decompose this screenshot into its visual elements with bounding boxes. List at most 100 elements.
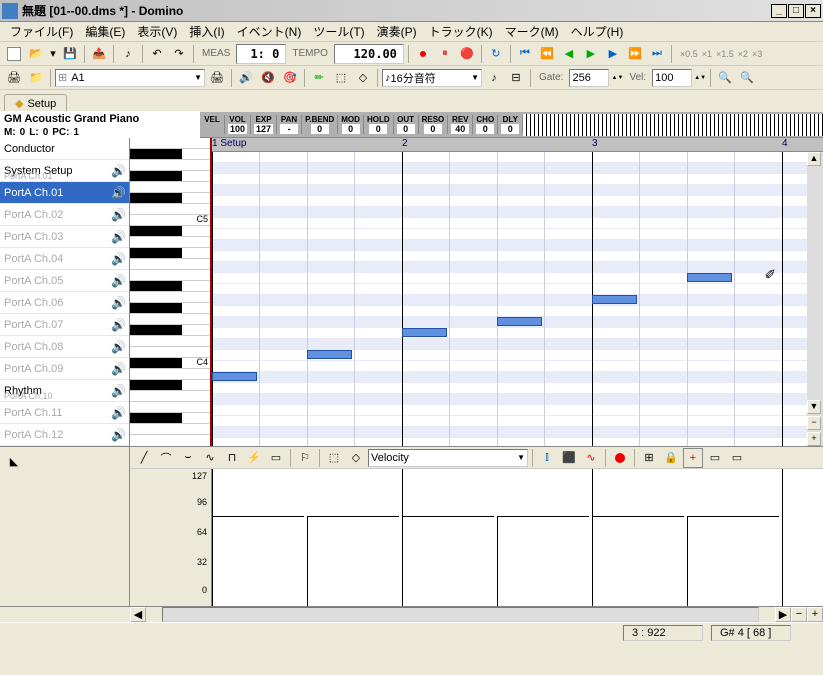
box1-button[interactable]: ▭	[705, 448, 725, 468]
track-item[interactable]: System SetupPortA Ch.01🔊	[0, 160, 129, 182]
marker-button[interactable]: ⊞	[639, 448, 659, 468]
speaker-icon[interactable]: 🔊	[111, 252, 125, 266]
speaker-icon[interactable]: 🔊	[111, 428, 125, 442]
tab-setup[interactable]: ◆ Setup	[4, 94, 67, 112]
plus-button[interactable]: +	[683, 448, 703, 468]
zoom-option[interactable]: ×3	[752, 49, 762, 59]
menu-item[interactable]: マーク(M)	[499, 21, 565, 42]
velocity-bar[interactable]	[592, 516, 684, 606]
track-item[interactable]: PortA Ch.05🔊	[0, 270, 129, 292]
prev-button[interactable]: ◀	[559, 44, 579, 64]
menu-item[interactable]: イベント(N)	[231, 21, 308, 42]
piano-key[interactable]	[130, 325, 210, 336]
zoom-option[interactable]: ×1	[702, 49, 712, 59]
piano-key[interactable]	[130, 380, 210, 391]
speaker-icon[interactable]: 🔊	[111, 274, 125, 288]
speaker-button[interactable]: 🔊	[236, 68, 256, 88]
track-item[interactable]: PortA Ch.03🔊	[0, 226, 129, 248]
time-ruler[interactable]: 1 Setup234	[212, 138, 823, 152]
close-button[interactable]: ×	[805, 4, 821, 18]
piano-key[interactable]	[130, 259, 210, 270]
track-item[interactable]: PortA Ch.04🔊	[0, 248, 129, 270]
vel-spin[interactable]: ▲▼	[694, 68, 706, 88]
piano-key[interactable]	[130, 171, 210, 182]
track-item[interactable]: PortA Ch.09🔊	[0, 358, 129, 380]
speaker-icon[interactable]: 🔊	[111, 384, 125, 398]
piano-key[interactable]	[130, 182, 210, 193]
menu-item[interactable]: 挿入(I)	[183, 21, 230, 42]
print-button[interactable]: 🖨	[4, 68, 24, 88]
track-item[interactable]: PortA Ch.12🔊	[0, 424, 129, 446]
piano-key[interactable]: C4	[130, 358, 210, 369]
zoom-option[interactable]: ×2	[738, 49, 748, 59]
midi-note[interactable]	[592, 295, 637, 304]
track-item[interactable]: PortA Ch.01🔊	[0, 182, 129, 204]
speaker-icon[interactable]: 🔊	[111, 318, 125, 332]
speaker-icon[interactable]: 🔊	[111, 340, 125, 354]
menu-item[interactable]: 編集(E)	[79, 21, 131, 42]
velocity-collapse-icon[interactable]: ◣	[4, 451, 24, 471]
redo-button[interactable]: ↷	[169, 44, 189, 64]
erase2-tool[interactable]: ◇	[346, 448, 366, 468]
piano-key[interactable]	[130, 270, 210, 281]
open-button[interactable]: 📂	[26, 44, 46, 64]
speaker-icon[interactable]: 🔊	[111, 296, 125, 310]
step-tool[interactable]: ⊓	[222, 448, 242, 468]
select-tool[interactable]: ⬚	[331, 68, 351, 88]
record2-button[interactable]: 🔴	[457, 44, 477, 64]
random-tool[interactable]: ⚡	[244, 448, 264, 468]
piano-key[interactable]	[130, 193, 210, 204]
mute-button[interactable]: 🔇	[258, 68, 278, 88]
snap-button[interactable]: ⊟	[506, 68, 526, 88]
piano-key[interactable]	[130, 160, 210, 171]
red-button[interactable]	[610, 448, 630, 468]
midi-note[interactable]	[402, 328, 447, 337]
velocity-bar[interactable]	[402, 516, 494, 606]
midi-note[interactable]	[212, 372, 257, 381]
piano-key[interactable]	[130, 314, 210, 325]
menu-item[interactable]: ツール(T)	[307, 21, 370, 42]
piano-key[interactable]	[130, 402, 210, 413]
speaker-icon[interactable]: 🔊	[111, 208, 125, 222]
track-item[interactable]: PortA Ch.02🔊	[0, 204, 129, 226]
piano-key[interactable]	[130, 303, 210, 314]
curve2-tool[interactable]: ⌣	[178, 448, 198, 468]
velocity-bar[interactable]	[307, 516, 399, 606]
piano-key[interactable]	[130, 369, 210, 380]
velocity-bar[interactable]	[687, 516, 779, 606]
rewind-button[interactable]: ⏪	[537, 44, 557, 64]
track-item[interactable]: Conductor	[0, 138, 129, 160]
piano-key[interactable]	[130, 248, 210, 259]
menu-item[interactable]: ファイル(F)	[4, 21, 79, 42]
piano-key[interactable]	[130, 292, 210, 303]
piano-key[interactable]	[130, 424, 210, 435]
piano-key[interactable]: C5	[130, 215, 210, 226]
track-item[interactable]: PortA Ch.06🔊	[0, 292, 129, 314]
track-item[interactable]: RhythmPortA Ch.10🔊	[0, 380, 129, 402]
piano-key[interactable]	[130, 336, 210, 347]
piano-keys[interactable]: C5 C4	[130, 138, 212, 446]
graph1-button[interactable]: ⫾	[537, 448, 557, 468]
midi-note[interactable]	[687, 273, 732, 282]
undo-button[interactable]: ↶	[147, 44, 167, 64]
notelen-select[interactable]: ♪ 16分音符 ▼	[382, 69, 482, 87]
loop-button[interactable]: ↻	[486, 44, 506, 64]
free-tool[interactable]: ∿	[200, 448, 220, 468]
vertical-scrollbar[interactable]: ▲ ▼ − +	[807, 152, 823, 446]
record-button[interactable]	[413, 44, 433, 64]
gate-input[interactable]	[569, 69, 609, 87]
menu-item[interactable]: 表示(V)	[131, 21, 183, 42]
erase-tool[interactable]: ◇	[353, 68, 373, 88]
play-note-button[interactable]: ♪	[118, 44, 138, 64]
track-item[interactable]: PortA Ch.11🔊	[0, 402, 129, 424]
graph3-button[interactable]: ∿	[581, 448, 601, 468]
pencil-tool[interactable]: ✏	[309, 68, 329, 88]
vel-input[interactable]	[652, 69, 692, 87]
track-item[interactable]: PortA Ch.07🔊	[0, 314, 129, 336]
save-button[interactable]: 💾	[60, 44, 80, 64]
play-button[interactable]: ▶	[581, 44, 601, 64]
next-button[interactable]: ▶	[603, 44, 623, 64]
note-grid[interactable]: 1 Setup234 ✏ ▲ ▼ − +	[212, 138, 823, 446]
piano-key[interactable]	[130, 226, 210, 237]
speaker-icon[interactable]: 🔊	[111, 406, 125, 420]
